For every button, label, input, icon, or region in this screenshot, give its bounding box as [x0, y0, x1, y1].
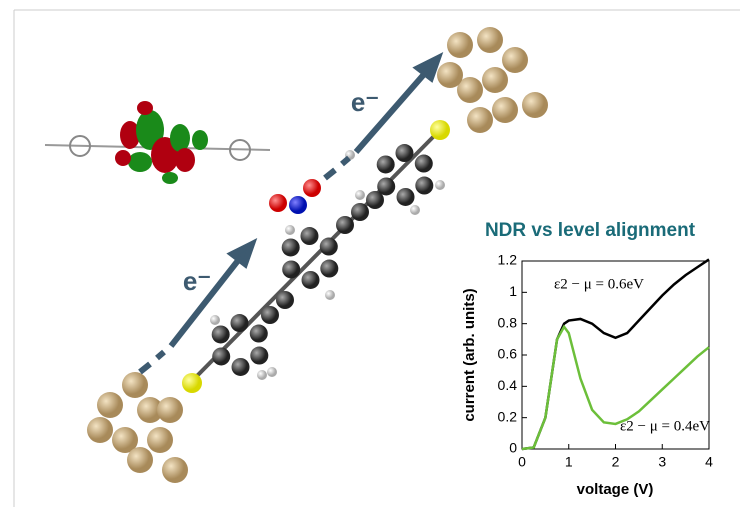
- atom: [212, 325, 230, 343]
- atom: [355, 190, 365, 200]
- atom: [257, 370, 267, 380]
- y-tick-label: 1.2: [498, 252, 518, 268]
- atom: [282, 260, 300, 278]
- x-tick-label: 1: [565, 454, 573, 470]
- y-tick-label: 0.2: [498, 408, 518, 424]
- y-tick-label: 0: [509, 440, 517, 456]
- series-label: ε2 − μ = 0.6eV: [554, 276, 644, 292]
- x-tick-label: 0: [518, 454, 526, 470]
- arrows: [140, 58, 438, 372]
- y-tick-label: 0.8: [498, 314, 518, 330]
- atom: [289, 196, 307, 214]
- atom: [320, 238, 338, 256]
- atom: [157, 397, 183, 423]
- figure: e⁻ e⁻ NDR vs level alignment voltage (V)…: [0, 0, 740, 507]
- atom: [320, 260, 338, 278]
- atom: [261, 306, 279, 324]
- atom: [210, 315, 220, 325]
- atom: [122, 372, 148, 398]
- y-tick-label: 0.4: [498, 377, 518, 393]
- x-tick-label: 3: [658, 454, 666, 470]
- atom: [502, 47, 528, 73]
- y-tick-label: 1: [509, 283, 517, 299]
- atom: [250, 325, 268, 343]
- atom: [447, 32, 473, 58]
- x-tick-label: 2: [612, 454, 620, 470]
- atom: [410, 205, 420, 215]
- atom: [415, 155, 433, 173]
- x-axis-label: voltage (V): [577, 481, 654, 498]
- atom: [212, 347, 230, 365]
- atom: [269, 194, 287, 212]
- series-label: ε2 − μ = 0.4eV: [620, 418, 710, 434]
- atom: [397, 188, 415, 206]
- atom: [351, 203, 369, 221]
- atom: [415, 177, 433, 195]
- atom: [300, 227, 318, 245]
- chart-title: NDR vs level alignment: [485, 220, 696, 241]
- atom: [147, 427, 173, 453]
- atom: [377, 155, 395, 173]
- atom: [230, 314, 248, 332]
- plot: 0 0.2 0.4 0.6 0.8 1 1.2 0 1 2 3 4 ε2 − μ = 0.6eV ε2 −…: [498, 252, 714, 470]
- atom: [127, 447, 153, 473]
- y-tick-label: 0.6: [498, 346, 518, 362]
- atom: [267, 367, 277, 377]
- atom: [336, 216, 354, 234]
- atom: [435, 180, 445, 190]
- atom: [467, 107, 493, 133]
- atom: [437, 62, 463, 88]
- atom: [492, 97, 518, 123]
- electron-label: e⁻: [351, 87, 379, 117]
- atom: [97, 392, 123, 418]
- orbital-picture: [45, 101, 270, 184]
- atom: [522, 92, 548, 118]
- molecule: [87, 27, 548, 483]
- atom: [282, 238, 300, 256]
- bond: [190, 130, 440, 383]
- atom: [325, 290, 335, 300]
- atom: [302, 271, 320, 289]
- atom: [303, 179, 321, 197]
- atom: [182, 373, 202, 393]
- atom: [250, 347, 268, 365]
- atom: [162, 457, 188, 483]
- atom: [477, 27, 503, 53]
- atom: [482, 67, 508, 93]
- atom: [430, 120, 450, 140]
- atom: [285, 225, 295, 235]
- atom: [276, 291, 294, 309]
- y-axis-label: current (arb. units): [461, 288, 478, 421]
- atom: [87, 417, 113, 443]
- x-tick-label: 4: [705, 454, 713, 470]
- atom: [232, 358, 250, 376]
- electron-label: e⁻: [183, 266, 211, 296]
- atom: [395, 144, 413, 162]
- atom: [366, 191, 384, 209]
